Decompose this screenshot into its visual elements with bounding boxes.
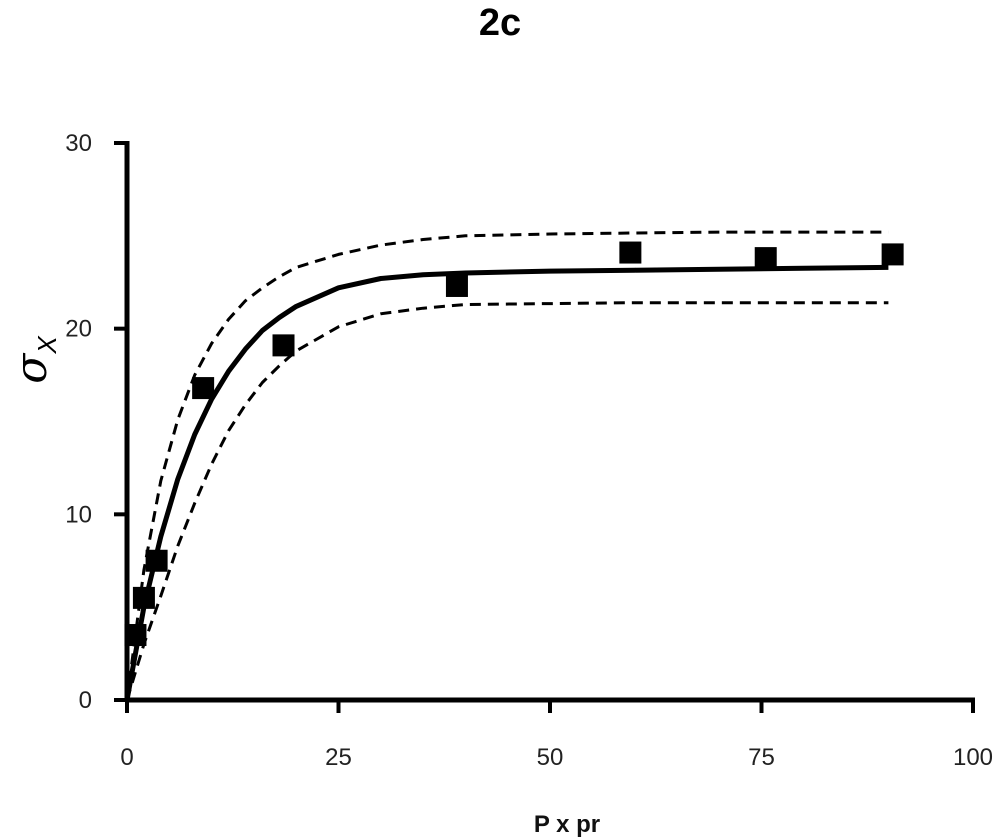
data-points: [124, 241, 904, 647]
y-axis-symbol: σ: [6, 352, 57, 384]
data-point: [192, 377, 215, 400]
x-axis-title: P x pr: [534, 811, 600, 838]
data-point: [132, 586, 155, 609]
y-tick-label: 10: [65, 501, 92, 528]
lower-bound-line: [125, 301, 889, 701]
x-tick-label: 100: [953, 744, 993, 771]
data-point: [881, 243, 904, 266]
data-point: [145, 549, 168, 572]
x-tick-label: 0: [120, 744, 133, 771]
fit-line: [124, 264, 889, 701]
x-tick-label: 75: [748, 744, 775, 771]
data-point: [754, 247, 777, 270]
axes: [114, 141, 975, 713]
y-tick-label: 20: [65, 316, 92, 343]
chart-title: 2c: [478, 2, 522, 44]
x-tick-label: 25: [325, 744, 352, 771]
tick-labels: 0 10 20 30 0 25 50 75 100: [65, 130, 993, 771]
curves: [124, 230, 889, 701]
y-tick-label: 30: [65, 130, 92, 157]
y-axis-subscript: X: [32, 335, 62, 355]
data-point: [272, 334, 295, 357]
upper-bound-line: [125, 230, 889, 701]
y-axis-title: σX: [6, 335, 62, 384]
data-point: [619, 241, 642, 264]
x-tick-label: 50: [537, 744, 564, 771]
data-point: [124, 624, 147, 647]
y-tick-label: 0: [79, 687, 92, 714]
data-point: [445, 274, 468, 297]
